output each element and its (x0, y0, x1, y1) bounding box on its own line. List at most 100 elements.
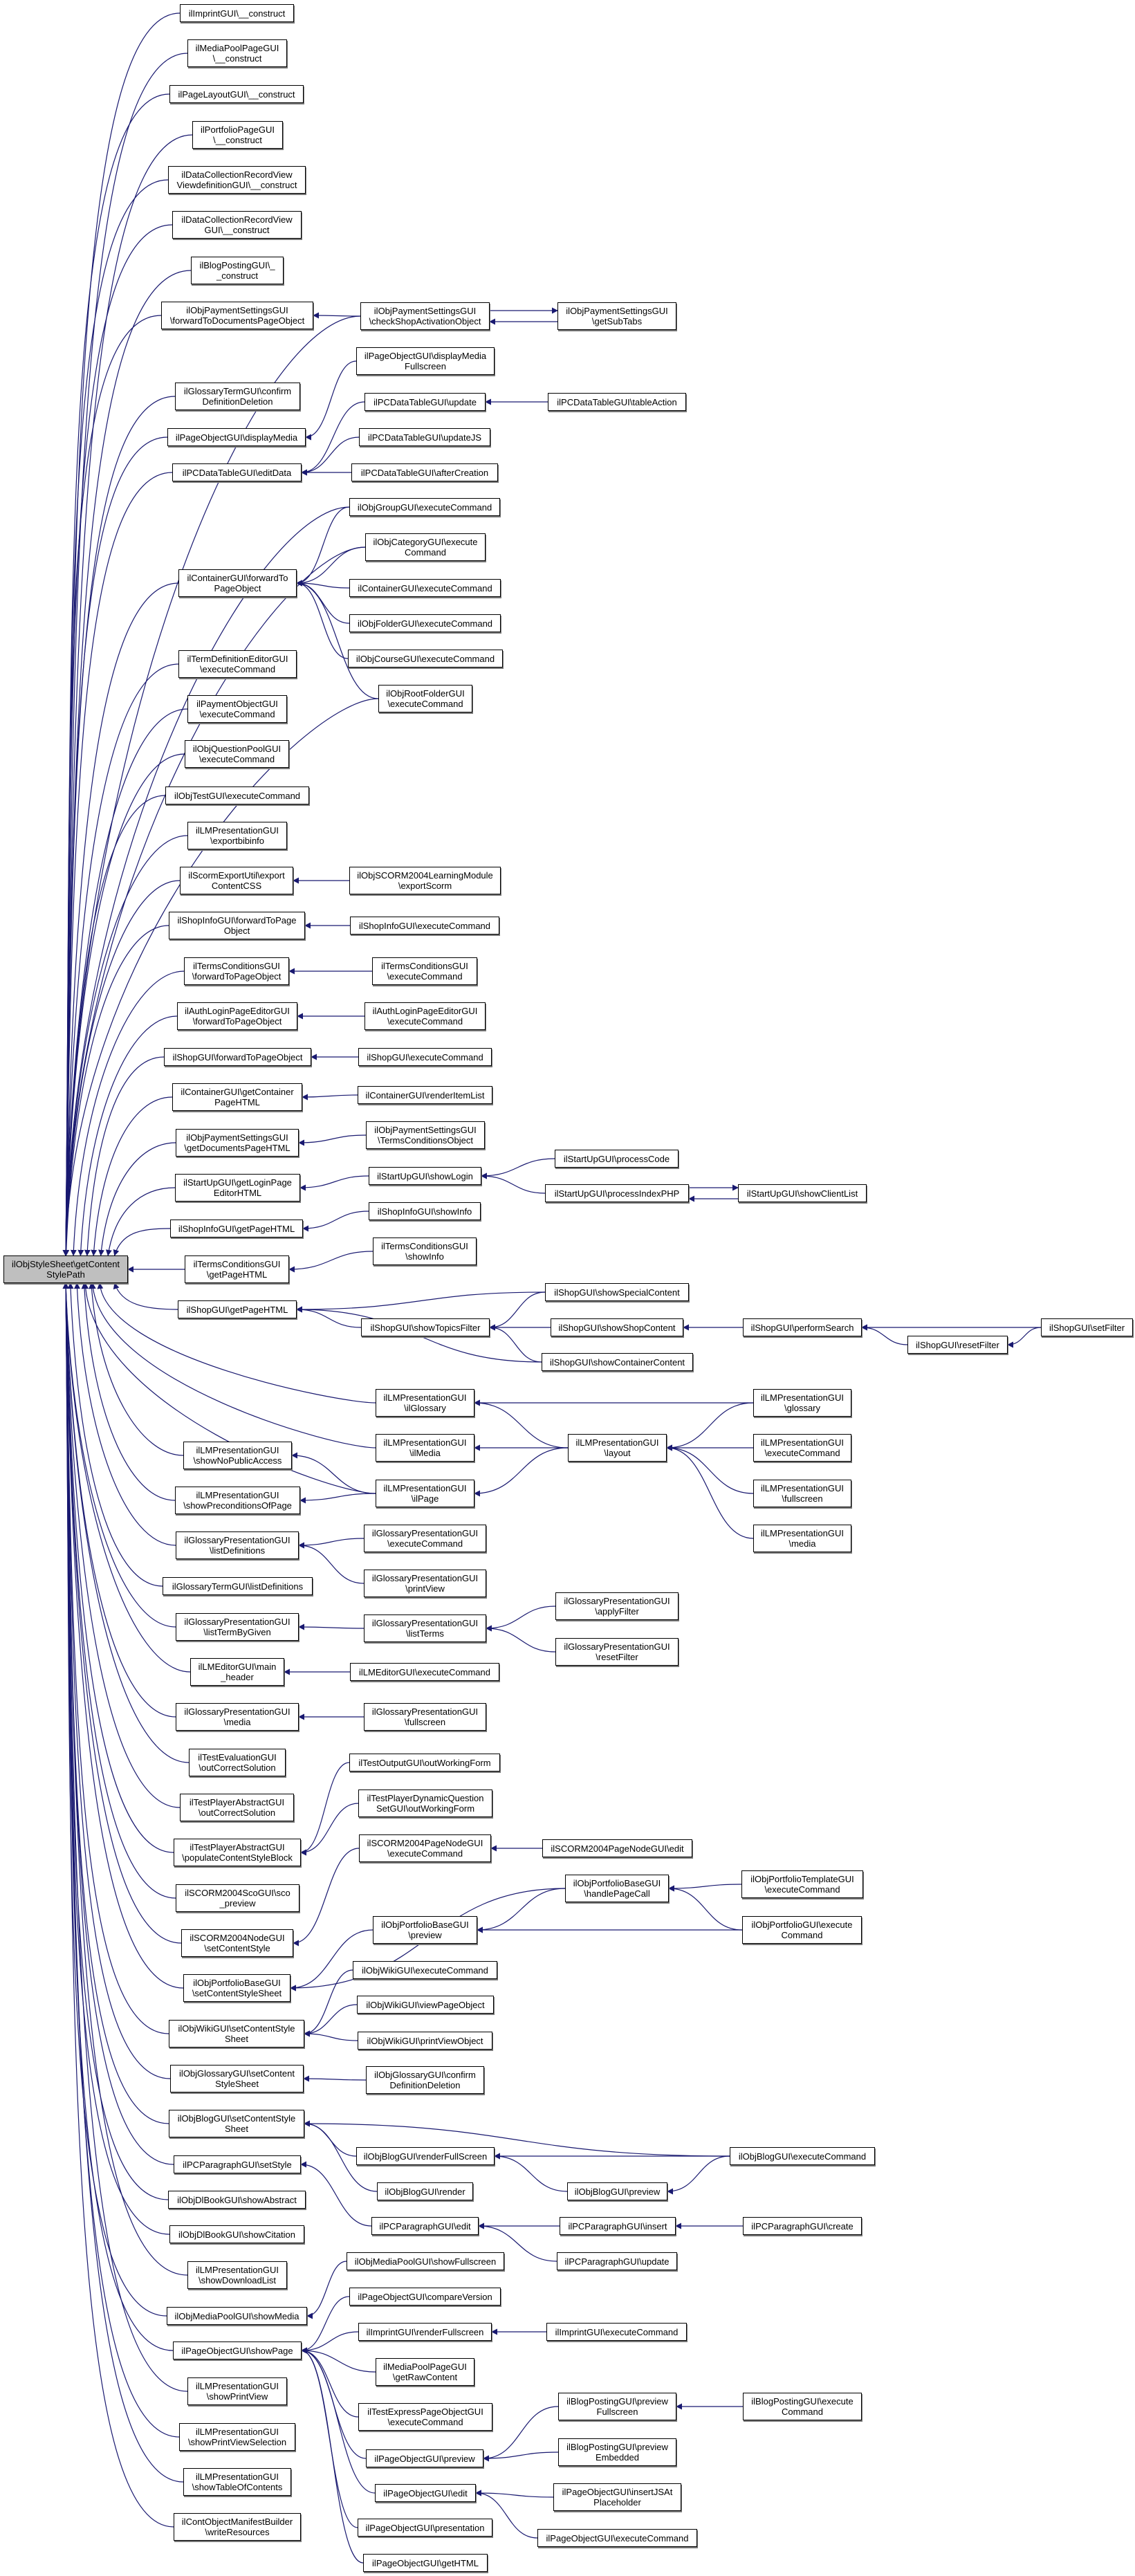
caller-node-il-shop-gui-show-special-content[interactable]: ilShopGUI\showSpecialContent (545, 1283, 689, 1301)
caller-node-il-obj-question-pool-gui-execute-command[interactable]: ilObjQuestionPoolGUI \executeCommand (185, 740, 289, 768)
caller-node-il-glossary-presentation-gui-list-term-by-given[interactable]: ilGlossaryPresentationGUI \listTermByGive… (176, 1613, 299, 1641)
caller-node-il-scorm2004page-node-gui-edit[interactable]: ilSCORM2004PageNodeGUI\edit (542, 1839, 692, 1857)
caller-node-il-term-definition-editor-gui-execute-command[interactable]: ilTermDefinitionEditorGUI \executeCommand (178, 650, 297, 678)
caller-node-il-shop-gui-show-container-content[interactable]: ilShopGUI\showContainerContent (542, 1353, 693, 1371)
caller-node-il-shop-gui-set-filter[interactable]: ilShopGUI\setFilter (1041, 1318, 1133, 1336)
caller-node-il-imprint-gui-construct[interactable]: ilImprintGUI\__construct (180, 4, 294, 22)
caller-node-il-glossary-presentation-gui-reset-filter[interactable]: ilGlossaryPresentationGUI \resetFilter (555, 1638, 679, 1666)
caller-node-il-test-output-gui-out-working-form[interactable]: ilTestOutputGUI\outWorkingForm (349, 1754, 500, 1772)
caller-node-il-lmeditor-gui-mainheader[interactable]: ilLMEditorGUI\main _header (190, 1658, 284, 1686)
caller-node-il-container-gui-get-container-page-html[interactable]: ilContainerGUI\getContainer PageHTML (172, 1083, 302, 1111)
caller-node-il-shop-info-gui-forward-to-page-object[interactable]: ilShopInfoGUI\forwardToPage Object (169, 912, 305, 939)
caller-node-il-terms-conditions-gui-get-page-html[interactable]: ilTermsConditionsGUI \getPageHTML (185, 1255, 289, 1283)
caller-node-il-obj-payment-settings-gui-get-documents-page-html[interactable]: ilObjPaymentSettingsGUI \getDocumentsPage… (176, 1129, 299, 1157)
caller-node-il-lmpresentation-gui-show-print-view-selection[interactable]: ilLMPresentationGUI \showPrintViewSelecti… (179, 2423, 295, 2451)
caller-node-il-start-up-gui-process-index-php[interactable]: ilStartUpGUI\processIndexPHP (545, 1184, 689, 1202)
caller-node-il-page-object-gui-display-media-fullscreen[interactable]: ilPageObjectGUI\displayMedia Fullscreen (356, 347, 495, 375)
caller-node-il-shop-gui-get-page-html[interactable]: ilShopGUI\getPageHTML (178, 1300, 297, 1318)
caller-node-il-shop-gui-show-topics-filter[interactable]: ilShopGUI\showTopicsFilter (361, 1318, 490, 1336)
caller-node-il-obj-course-gui-execute-command[interactable]: ilObjCourseGUI\executeCommand (348, 650, 503, 668)
caller-node-il-page-object-gui-edit[interactable]: ilPageObjectGUI\edit (375, 2484, 476, 2502)
caller-node-il-lmpresentation-gui-show-download-list[interactable]: ilLMPresentationGUI \showDownloadList (187, 2261, 287, 2289)
caller-node-il-shop-info-gui-get-page-html[interactable]: ilShopInfoGUI\getPageHTML (170, 1220, 303, 1238)
caller-node-il-page-object-gui-display-media[interactable]: ilPageObjectGUI\displayMedia (167, 428, 306, 446)
caller-node-il-imprint-gui-render-fullscreen[interactable]: ilImprintGUI\renderFullscreen (358, 2323, 492, 2341)
caller-node-il-lmpresentation-gui-execute-command[interactable]: ilLMPresentationGUI \executeCommand (753, 1434, 851, 1462)
caller-node-il-test-player-abstract-gui-out-correct-solution[interactable]: ilTestPlayerAbstractGUI \outCorrectSoluti… (180, 1794, 294, 1821)
caller-node-il-page-object-gui-get-html[interactable]: ilPageObjectGUI\getHTML (363, 2554, 488, 2572)
caller-node-il-obj-glossary-gui-confirm-definition-deletion[interactable]: ilObjGlossaryGUI\confirm DefinitionDeleti… (366, 2066, 484, 2094)
caller-node-il-shop-gui-show-shop-content[interactable]: ilShopGUI\showShopContent (551, 1318, 683, 1336)
caller-node-il-obj-folder-gui-execute-command[interactable]: ilObjFolderGUI\executeCommand (349, 614, 501, 632)
caller-node-il-terms-conditions-gui-forward-to-page-object[interactable]: ilTermsConditionsGUI \forwardToPageObject (184, 957, 289, 985)
caller-node-il-data-collection-record-view-gui-construct[interactable]: ilDataCollectionRecordView GUI\__construc… (172, 211, 302, 239)
caller-node-il-lmpresentation-gui-glossary[interactable]: ilLMPresentationGUI \glossary (753, 1389, 851, 1417)
caller-node-il-test-evaluation-gui-out-correct-solution[interactable]: ilTestEvaluationGUI \outCorrectSolution (189, 1749, 286, 1776)
caller-node-il-auth-login-page-editor-gui-execute-command[interactable]: ilAuthLoginPageEditorGUI \executeCommand (365, 1002, 486, 1030)
caller-node-il-lmpresentation-gui-media[interactable]: ilLMPresentationGUI \media (753, 1525, 851, 1552)
caller-node-il-glossary-presentation-gui-print-view[interactable]: ilGlossaryPresentationGUI \printView (364, 1570, 486, 1597)
caller-node-il-terms-conditions-gui-execute-command[interactable]: ilTermsConditionsGUI \executeCommand (372, 957, 477, 985)
caller-node-il-payment-object-gui-execute-command[interactable]: ilPaymentObjectGUI \executeCommand (187, 695, 287, 723)
caller-node-il-page-object-gui-preview[interactable]: ilPageObjectGUI\preview (366, 2449, 483, 2467)
caller-node-il-glossary-presentation-gui-execute-command[interactable]: ilGlossaryPresentationGUI \executeCommand (364, 1525, 486, 1552)
caller-node-il-obj-blog-gui-render-full-screen[interactable]: ilObjBlogGUI\renderFullScreen (356, 2147, 495, 2165)
caller-node-il-pcparagraph-gui-update[interactable]: ilPCParagraphGUI\update (557, 2252, 677, 2270)
caller-node-il-container-gui-render-item-list[interactable]: ilContainerGUI\renderItemList (358, 1086, 492, 1104)
caller-node-il-scorm-export-util-export-content-css[interactable]: ilScormExportUtil\export ContentCSS (180, 867, 293, 894)
caller-node-il-pcdata-table-gui-update-js[interactable]: ilPCDataTableGUI\updateJS (359, 428, 490, 446)
caller-node-il-obj-payment-settings-gui-get-sub-tabs[interactable]: ilObjPaymentSettingsGUI \getSubTabs (557, 302, 676, 330)
caller-node-il-obj-portfolio-gui-execute-command[interactable]: ilObjPortfolioGUI\execute Command (742, 1916, 862, 1944)
caller-node-il-page-object-gui-execute-command[interactable]: ilPageObjectGUI\executeCommand (537, 2529, 697, 2547)
caller-node-il-obj-payment-settings-gui-terms-conditions-object[interactable]: ilObjPaymentSettingsGUI \TermsConditionsO… (366, 1121, 485, 1149)
caller-node-il-media-pool-page-gui-construct[interactable]: ilMediaPoolPageGUI \__construct (187, 39, 287, 67)
caller-node-il-scorm2004node-gui-set-content-style[interactable]: ilSCORM2004NodeGUI \setContentStyle (181, 1929, 293, 1957)
caller-node-il-page-layout-gui-construct[interactable]: ilPageLayoutGUI\__construct (169, 85, 304, 103)
caller-node-il-page-object-gui-presentation[interactable]: ilPageObjectGUI\presentation (358, 2519, 492, 2537)
caller-node-il-container-gui-forward-to-page-object[interactable]: ilContainerGUI\forwardTo PageObject (178, 569, 297, 597)
caller-node-il-pcdata-table-gui-table-action[interactable]: ilPCDataTableGUI\tableAction (548, 393, 686, 411)
caller-node-il-blog-posting-gui-preview-fullscreen[interactable]: ilBlogPostingGUI\preview Fullscreen (558, 2393, 676, 2420)
caller-node-il-scorm2004sco-gui-scopreview[interactable]: ilSCORM2004ScoGUI\sco _preview (176, 1884, 299, 1912)
caller-node-il-start-up-gui-get-login-page-editor-html[interactable]: ilStartUpGUI\getLoginPage EditorHTML (175, 1174, 300, 1202)
caller-node-il-page-object-gui-compare-version[interactable]: ilPageObjectGUI\compareVersion (349, 2288, 501, 2306)
caller-node-il-obj-wiki-gui-print-view-object[interactable]: ilObjWikiGUI\printViewObject (358, 2032, 492, 2050)
caller-node-il-obj-category-gui-execute-command[interactable]: ilObjCategoryGUI\execute Command (365, 533, 486, 561)
caller-node-il-test-player-dynamic-question-set-gui-out-working-form[interactable]: ilTestPlayerDynamicQuestion SetGUI\outWor… (358, 1790, 492, 1817)
caller-node-il-obj-root-folder-gui-execute-command[interactable]: ilObjRootFolderGUI \executeCommand (378, 685, 472, 712)
caller-node-il-terms-conditions-gui-show-info[interactable]: ilTermsConditionsGUI \showInfo (373, 1238, 477, 1265)
caller-node-il-glossary-presentation-gui-fullscreen[interactable]: ilGlossaryPresentationGUI \fullscreen (364, 1703, 486, 1731)
caller-node-il-pcparagraph-gui-insert[interactable]: ilPCParagraphGUI\insert (560, 2217, 676, 2235)
caller-node-il-test-player-abstract-gui-populate-content-style-block[interactable]: ilTestPlayerAbstractGUI \populateContentS… (174, 1839, 301, 1866)
caller-node-il-auth-login-page-editor-gui-forward-to-page-object[interactable]: ilAuthLoginPageEditorGUI \forwardToPageOb… (177, 1002, 297, 1030)
caller-node-il-glossary-presentation-gui-list-definitions[interactable]: ilGlossaryPresentationGUI \listDefinition… (176, 1531, 299, 1559)
caller-node-il-lmpresentation-gui-show-table-of-contents[interactable]: ilLMPresentationGUI \showTableOfContents (183, 2468, 291, 2496)
caller-node-il-glossary-term-gui-confirm-definition-deletion[interactable]: ilGlossaryTermGUI\confirm DefinitionDelet… (175, 383, 300, 410)
caller-node-il-blog-posting-gui-execute-command[interactable]: ilBlogPostingGUI\execute Command (743, 2393, 862, 2420)
caller-node-il-shop-info-gui-show-info[interactable]: ilShopInfoGUI\showInfo (369, 1202, 481, 1220)
caller-node-il-lmpresentation-gui-il-glossary[interactable]: ilLMPresentationGUI \ilGlossary (376, 1389, 474, 1417)
caller-node-il-shop-info-gui-execute-command[interactable]: ilShopInfoGUI\executeCommand (350, 917, 499, 935)
caller-node-il-obj-blog-gui-preview[interactable]: ilObjBlogGUI\preview (567, 2182, 667, 2200)
caller-node-il-obj-scorm2004learning-module-export-scorm[interactable]: ilObjSCORM2004LearningModule \exportScorm (349, 867, 501, 894)
caller-node-il-obj-dl-book-gui-show-citation[interactable]: ilObjDlBookGUI\showCitation (169, 2225, 304, 2243)
caller-node-il-shop-gui-execute-command[interactable]: ilShopGUI\executeCommand (358, 1048, 492, 1066)
caller-node-il-scorm2004page-node-gui-execute-command[interactable]: ilSCORM2004PageNodeGUI \executeCommand (359, 1834, 491, 1862)
caller-node-il-obj-blog-gui-execute-command[interactable]: ilObjBlogGUI\executeCommand (730, 2147, 875, 2165)
caller-node-il-lmpresentation-gui-il-media[interactable]: ilLMPresentationGUI \ilMedia (376, 1434, 474, 1462)
caller-node-il-media-pool-page-gui-get-raw-content[interactable]: ilMediaPoolPageGUI \getRawContent (376, 2358, 474, 2386)
caller-node-il-pcdata-table-gui-after-creation[interactable]: ilPCDataTableGUI\afterCreation (351, 463, 498, 481)
caller-node-il-obj-portfolio-template-gui-execute-command[interactable]: ilObjPortfolioTemplateGUI \executeCommand (741, 1870, 863, 1898)
caller-node-il-glossary-term-gui-list-definitions[interactable]: ilGlossaryTermGUI\listDefinitions (163, 1577, 313, 1595)
caller-node-il-start-up-gui-process-code[interactable]: ilStartUpGUI\processCode (555, 1150, 679, 1168)
caller-node-il-obj-portfolio-base-gui-handle-page-call[interactable]: ilObjPortfolioBaseGUI \handlePageCall (565, 1875, 669, 1902)
caller-node-il-obj-portfolio-base-gui-preview[interactable]: ilObjPortfolioBaseGUI \preview (373, 1916, 477, 1944)
caller-node-il-imprint-gui-execute-command[interactable]: ilImprintGUI\executeCommand (546, 2323, 687, 2341)
caller-node-il-cont-object-manifest-builder-write-resources[interactable]: ilContObjectManifestBuilder \writeResourc… (174, 2513, 301, 2541)
caller-node-il-page-object-gui-show-page[interactable]: ilPageObjectGUI\showPage (173, 2342, 302, 2359)
caller-node-il-glossary-presentation-gui-list-terms[interactable]: ilGlossaryPresentationGUI \listTerms (364, 1614, 486, 1642)
caller-node-il-obj-wiki-gui-view-page-object[interactable]: ilObjWikiGUI\viewPageObject (357, 1996, 494, 2014)
caller-node-il-obj-group-gui-execute-command[interactable]: ilObjGroupGUI\executeCommand (349, 498, 500, 516)
caller-node-il-obj-media-pool-gui-show-fullscreen[interactable]: ilObjMediaPoolGUI\showFullscreen (347, 2252, 504, 2270)
caller-node-il-lmpresentation-gui-show-preconditions-of-page[interactable]: ilLMPresentationGUI \showPreconditionsOfP… (175, 1487, 300, 1514)
